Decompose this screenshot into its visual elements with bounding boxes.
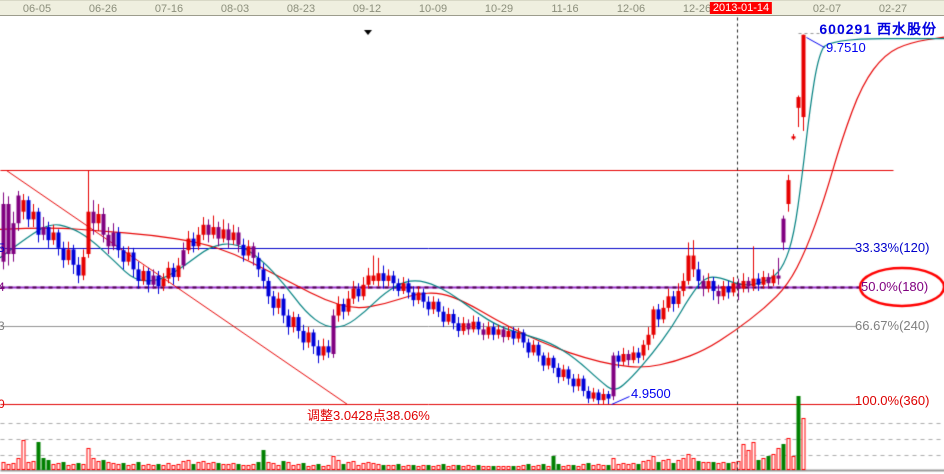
date-axis[interactable]: 06-05 06-26 07-16 08-03 08-23 09-12 10-09 10-29… xyxy=(0,0,944,16)
price-label-fragment: 4 xyxy=(0,280,5,294)
axis-date-label: 02-27 xyxy=(878,3,908,15)
retracement-label: 66.67%(240) xyxy=(855,318,930,333)
selected-date-label: 2013-01-14 xyxy=(709,2,773,14)
axis-date-label: 12-06 xyxy=(616,3,646,15)
price-label-fragment: 0 xyxy=(0,397,5,411)
retracement-label: 33.33%(120) xyxy=(855,240,930,255)
axis-date-label: 12-26 xyxy=(682,3,712,15)
axis-date-label: 02-07 xyxy=(812,3,842,15)
retracement-label: 100.0%(360) xyxy=(855,393,930,408)
axis-date-label: 06-26 xyxy=(88,3,118,15)
axis-date-label: 09-12 xyxy=(352,3,382,15)
axis-date-label: 08-23 xyxy=(286,3,316,15)
price-label-fragment: 5 xyxy=(0,241,5,255)
peak-price-label: 9.7510 xyxy=(826,40,866,55)
axis-date-label: 11-16 xyxy=(551,3,579,15)
axis-date-label: 10-29 xyxy=(484,3,514,15)
axis-date-label: 10-09 xyxy=(418,3,448,15)
retracement-label: 50.0%(180) xyxy=(861,279,929,294)
axis-date-label: 08-03 xyxy=(220,3,250,15)
axis-date-label: 07-16 xyxy=(154,3,184,15)
stock-ticker-label: 600291 西水股份 xyxy=(819,21,937,37)
axis-date-label: 06-05 xyxy=(22,3,52,15)
adjustment-note-label: 调整3.0428点38.06% xyxy=(307,408,430,423)
price-label-fragment: 3 xyxy=(0,319,5,333)
low-price-label: 4.9500 xyxy=(631,386,671,401)
